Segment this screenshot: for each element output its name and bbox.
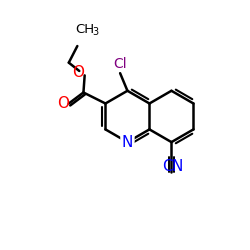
Text: O: O <box>72 65 84 80</box>
Text: C: C <box>162 159 173 174</box>
Text: O: O <box>58 96 70 111</box>
Text: Cl: Cl <box>113 57 127 71</box>
Text: N: N <box>122 135 133 150</box>
Text: N: N <box>122 135 133 150</box>
Text: N: N <box>171 159 182 174</box>
Text: CH: CH <box>76 23 95 36</box>
Text: 3: 3 <box>92 28 98 38</box>
